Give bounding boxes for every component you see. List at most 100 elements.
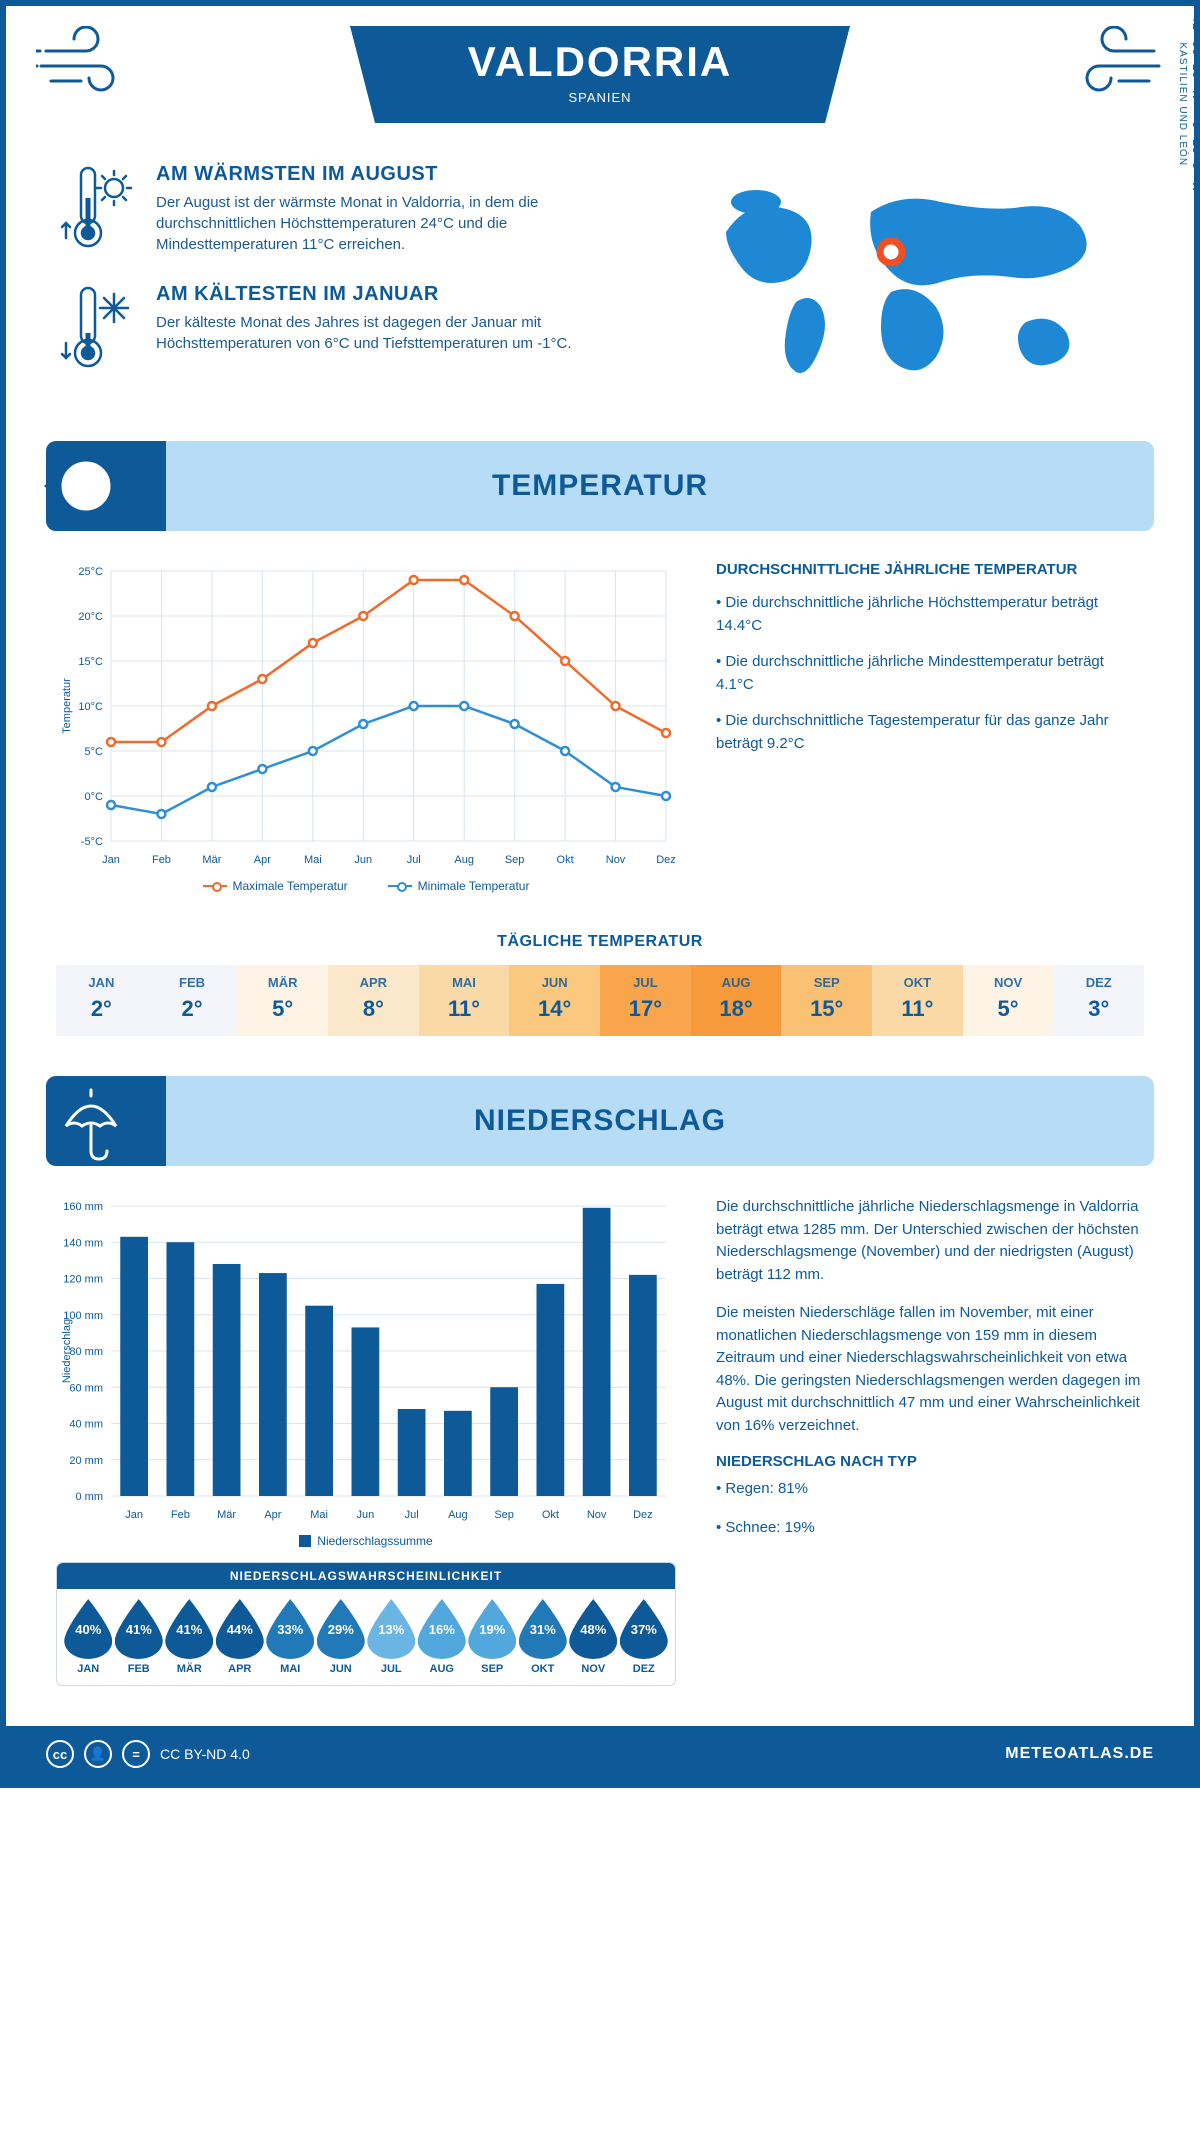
fact-warm-title: AM WÄRMSTEN IM AUGUST [156, 163, 628, 186]
probability-drop: 31%OKT [519, 1599, 567, 1675]
svg-text:Mär: Mär [217, 1509, 236, 1521]
svg-text:Apr: Apr [264, 1509, 281, 1521]
temp-summary-heading: DURCHSCHNITTLICHE JÄHRLICHE TEMPERATUR [716, 561, 1144, 578]
precipitation-section-header: NIEDERSCHLAG [46, 1076, 1154, 1166]
wind-icon-right [1054, 26, 1164, 106]
fact-cold-title: AM KÄLTESTEN IM JANUAR [156, 283, 628, 306]
probability-drops-row: 40%JAN41%FEB41%MÄR44%APR33%MAI29%JUN13%J… [57, 1589, 675, 1675]
fact-warmest: AM WÄRMSTEN IM AUGUST Der August ist der… [56, 163, 628, 255]
probability-drop: 33%MAI [266, 1599, 314, 1675]
svg-text:Dez: Dez [656, 854, 676, 866]
temp-summary-p1: • Die durchschnittliche jährliche Höchst… [716, 592, 1144, 637]
footer-license: cc 👤 = CC BY-ND 4.0 [46, 1740, 250, 1768]
daily-cell: JUL17° [600, 965, 691, 1036]
svg-text:Jul: Jul [407, 854, 421, 866]
precip-p1: Die durchschnittliche jährliche Niedersc… [716, 1196, 1144, 1286]
svg-text:120 mm: 120 mm [63, 1274, 103, 1286]
svg-text:160 mm: 160 mm [63, 1201, 103, 1213]
svg-text:Feb: Feb [152, 854, 171, 866]
precipitation-body: 0 mm20 mm40 mm60 mm80 mm100 mm120 mm140 … [6, 1196, 1194, 1706]
probability-drop: 41%MÄR [165, 1599, 213, 1675]
svg-text:Okt: Okt [557, 854, 574, 866]
svg-text:40 mm: 40 mm [69, 1419, 103, 1431]
svg-text:0°C: 0°C [85, 791, 104, 803]
svg-text:Apr: Apr [254, 854, 271, 866]
svg-text:Mai: Mai [310, 1509, 328, 1521]
precip-legend: Niederschlagssumme [56, 1534, 676, 1548]
daily-cell: JAN2° [56, 965, 147, 1036]
wind-icon-left [36, 26, 146, 106]
precip-type-heading: NIEDERSCHLAG NACH TYP [716, 1453, 1144, 1470]
intro-section: AM WÄRMSTEN IM AUGUST Der August ist der… [6, 123, 1194, 431]
nd-icon: = [122, 1740, 150, 1768]
probability-drop: 29%JUN [317, 1599, 365, 1675]
by-icon: 👤 [84, 1740, 112, 1768]
infographic-frame: VALDORRIA SPANIEN [0, 0, 1200, 1788]
daily-cell: NOV5° [963, 965, 1054, 1036]
precipitation-title: NIEDERSCHLAG [166, 1104, 1154, 1138]
precip-type2: • Schnee: 19% [716, 1517, 1144, 1540]
probability-drop: 37%DEZ [620, 1599, 668, 1675]
temperature-title: TEMPERATUR [166, 469, 1154, 503]
svg-text:60 mm: 60 mm [69, 1382, 103, 1394]
daily-cell: JUN14° [509, 965, 600, 1036]
daily-cell: SEP15° [781, 965, 872, 1036]
precip-p2: Die meisten Niederschläge fallen im Nove… [716, 1302, 1144, 1437]
svg-text:140 mm: 140 mm [63, 1237, 103, 1249]
svg-text:25°C: 25°C [78, 566, 103, 578]
temperature-legend: Maximale Temperatur Minimale Temperatur [56, 879, 676, 893]
license-text: CC BY-ND 4.0 [160, 1746, 250, 1762]
svg-text:Sep: Sep [505, 854, 525, 866]
svg-text:Temperatur: Temperatur [61, 678, 73, 734]
svg-text:20°C: 20°C [78, 611, 103, 623]
probability-drop: 41%FEB [115, 1599, 163, 1675]
svg-text:Nov: Nov [606, 854, 626, 866]
probability-drop: 19%SEP [468, 1599, 516, 1675]
daily-cell: OKT11° [872, 965, 963, 1036]
svg-text:Feb: Feb [171, 1509, 190, 1521]
svg-text:Mär: Mär [202, 854, 221, 866]
location-marker-icon [880, 241, 902, 263]
thermometer-hot-icon [56, 163, 136, 253]
probability-drop: 44%APR [216, 1599, 264, 1675]
sun-corner-icon [46, 441, 166, 531]
daily-cell: DEZ3° [1053, 965, 1144, 1036]
svg-text:10°C: 10°C [78, 701, 103, 713]
daily-temperature-grid: JAN2°FEB2°MÄR5°APR8°MAI11°JUN14°JUL17°AU… [56, 965, 1144, 1036]
thermometer-cold-icon [56, 283, 136, 373]
title-banner: VALDORRIA SPANIEN [350, 26, 850, 123]
precipitation-text: Die durchschnittliche jährliche Niedersc… [716, 1196, 1144, 1686]
svg-text:80 mm: 80 mm [69, 1346, 103, 1358]
svg-text:Dez: Dez [633, 1509, 653, 1521]
country-subtitle: SPANIEN [410, 90, 790, 105]
svg-text:Jun: Jun [357, 1509, 375, 1521]
svg-text:Mai: Mai [304, 854, 322, 866]
probability-drop: 40%JAN [64, 1599, 112, 1675]
svg-text:-5°C: -5°C [81, 836, 103, 848]
footer-site: METEOATLAS.DE [1005, 1745, 1154, 1763]
fact-coldest: AM KÄLTESTEN IM JANUAR Der kälteste Mona… [56, 283, 628, 373]
daily-cell: FEB2° [147, 965, 238, 1036]
daily-cell: APR8° [328, 965, 419, 1036]
probability-drop: 48%NOV [569, 1599, 617, 1675]
fact-cold-text: Der kälteste Monat des Jahres ist dagege… [156, 312, 628, 354]
fact-warm-text: Der August ist der wärmste Monat in Vald… [156, 192, 628, 255]
probability-drop: 16%AUG [418, 1599, 466, 1675]
temperature-body: -5°C0°C5°C10°C15°C20°C25°CJanFebMärAprMa… [6, 561, 1194, 913]
svg-text:0 mm: 0 mm [76, 1491, 104, 1503]
world-map-icon [696, 172, 1116, 392]
temperature-chart: -5°C0°C5°C10°C15°C20°C25°CJanFebMärAprMa… [56, 561, 676, 893]
svg-text:Nov: Nov [587, 1509, 607, 1521]
temperature-summary: DURCHSCHNITTLICHE JÄHRLICHE TEMPERATUR •… [716, 561, 1144, 893]
footer: cc 👤 = CC BY-ND 4.0 METEOATLAS.DE [6, 1726, 1194, 1782]
daily-cell: MAI11° [419, 965, 510, 1036]
city-title: VALDORRIA [410, 38, 790, 86]
svg-text:Niederschlag: Niederschlag [61, 1319, 73, 1383]
facts-column: AM WÄRMSTEN IM AUGUST Der August ist der… [56, 163, 628, 401]
daily-cell: MÄR5° [237, 965, 328, 1036]
precipitation-chart-area: 0 mm20 mm40 mm60 mm80 mm100 mm120 mm140 … [56, 1196, 676, 1686]
coordinates-label: 42° 53' 25'' N — 5° 25' 8'' W KASTILIEN … [1177, 15, 1200, 193]
map-column: 42° 53' 25'' N — 5° 25' 8'' W KASTILIEN … [668, 163, 1144, 401]
svg-text:Jun: Jun [354, 854, 372, 866]
svg-text:Okt: Okt [542, 1509, 559, 1521]
